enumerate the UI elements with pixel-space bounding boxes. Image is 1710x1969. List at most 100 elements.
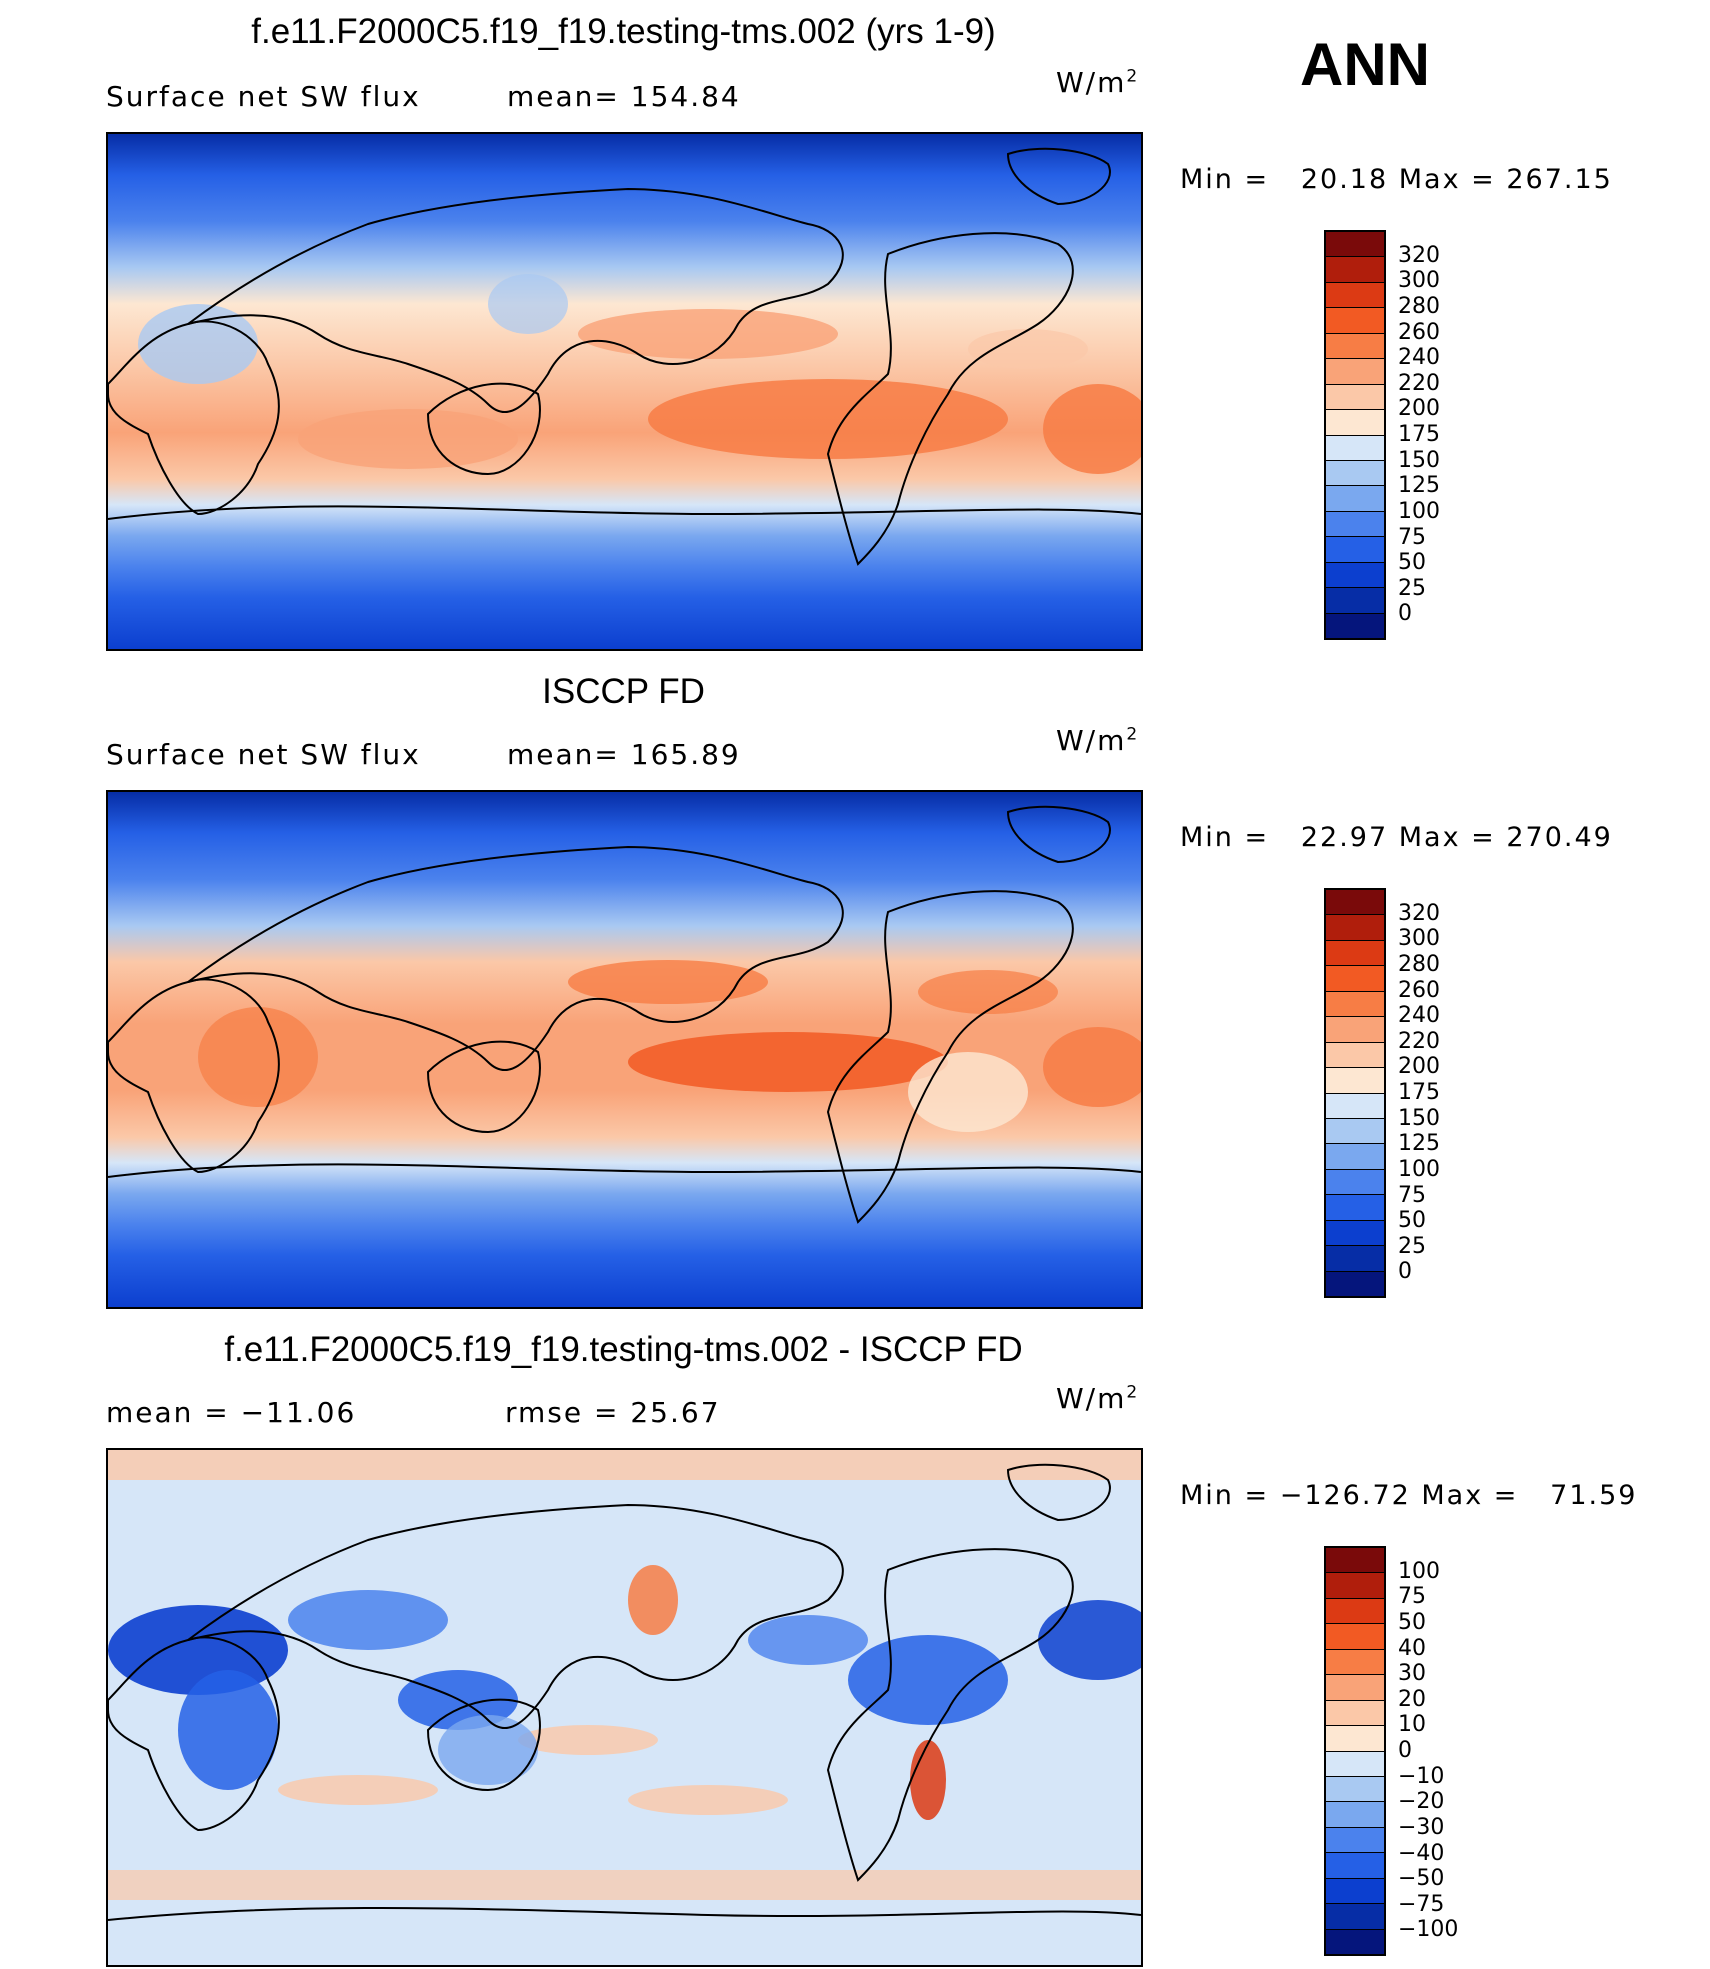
colorbar-swatch [1326, 1852, 1384, 1878]
colorbar-tick-label: 100 [1398, 1558, 1440, 1584]
colorbar-swatch [1326, 1270, 1384, 1296]
colorbar-tick-label: 175 [1398, 1080, 1440, 1105]
colorbar-tick-label: 300 [1398, 268, 1440, 294]
colorbar-swatch [1326, 1219, 1384, 1246]
colorbar-swatch [1326, 1699, 1384, 1726]
colorbar-swatch [1326, 1245, 1384, 1271]
colorbar-tick-label: 175 [1398, 422, 1440, 447]
season-label: ANN [1300, 31, 1430, 98]
colorbar-swatch [1326, 1877, 1384, 1904]
colorbar-swatch [1326, 281, 1384, 308]
colorbar-tick-label: 0 [1398, 1738, 1412, 1763]
colorbar-swatch [1326, 536, 1384, 562]
colorbar-swatch [1326, 914, 1384, 940]
colorbar-swatch [1326, 1801, 1384, 1827]
colorbar-swatch [1326, 1143, 1384, 1169]
panel1-minmax: Min = 20.18 Max = 267.15 [1180, 164, 1613, 195]
panel2-units: W/m2 [1056, 724, 1138, 757]
colorbar-tick-label: 10 [1398, 1712, 1426, 1738]
colorbar-swatch [1326, 1826, 1384, 1853]
colorbar-swatch [1326, 1623, 1384, 1649]
colorbar-tick-label: 0 [1398, 601, 1412, 627]
colorbar-tick-label: 20 [1398, 1686, 1426, 1712]
panel2-colorbar-labels: 320 300 280 260 240 220 200 175 150 125 100 75 50 25 0 [1398, 888, 1478, 1298]
panel3-colorbar-labels: 100 75 50 40 30 20 10 0 −10 −20 −30 −40 −50 −75 −100 [1398, 1546, 1478, 1956]
panel2-center-label: mean= 165.89 [507, 738, 741, 771]
colorbar-tick-label: 40 [1398, 1635, 1426, 1661]
colorbar-swatch [1326, 1548, 1384, 1573]
colorbar-tick-label: −75 [1398, 1891, 1445, 1917]
colorbar-swatch [1326, 612, 1384, 638]
colorbar-tick-label: 280 [1398, 951, 1440, 977]
panel3-colorbar [1324, 1546, 1386, 1956]
colorbar-tick-label: 150 [1398, 1105, 1440, 1131]
colorbar-tick-label: 240 [1398, 345, 1440, 371]
colorbar-swatch [1326, 965, 1384, 991]
colorbar-swatch [1326, 1092, 1384, 1118]
colorbar-swatch [1326, 1775, 1384, 1802]
colorbar-tick-label: 100 [1398, 498, 1440, 524]
colorbar-swatch [1326, 409, 1384, 435]
colorbar-swatch [1326, 1648, 1384, 1675]
colorbar-tick-label: 220 [1398, 370, 1440, 396]
panel3-title: f.e11.F2000C5.f19_f19.testing-tms.002 - … [224, 1330, 1023, 1369]
panel2-map [106, 790, 1143, 1309]
colorbar-tick-label: 320 [1398, 242, 1440, 268]
colorbar-swatch [1326, 939, 1384, 966]
colorbar-swatch [1326, 332, 1384, 359]
panel2-left-label: Surface net SW flux [106, 738, 421, 771]
colorbar-swatch [1326, 890, 1384, 915]
colorbar-tick-label: 125 [1398, 1131, 1440, 1157]
colorbar-tick-label: 200 [1398, 396, 1440, 422]
colorbar-tick-label: 50 [1398, 1609, 1426, 1635]
colorbar-swatch [1326, 1168, 1384, 1195]
colorbar-tick-label: 0 [1398, 1259, 1412, 1285]
colorbar-tick-label: 220 [1398, 1028, 1440, 1054]
colorbar-swatch [1326, 1041, 1384, 1068]
panel1-center-label: mean= 154.84 [507, 80, 741, 113]
colorbar-swatch [1326, 1194, 1384, 1220]
colorbar-tick-label: 75 [1398, 1584, 1426, 1610]
colorbar-swatch [1326, 256, 1384, 282]
colorbar-tick-label: 260 [1398, 319, 1440, 345]
colorbar-tick-label: 260 [1398, 977, 1440, 1003]
colorbar-swatch [1326, 1597, 1384, 1624]
panel1-title: f.e11.F2000C5.f19_f19.testing-tms.002 (y… [251, 12, 996, 51]
colorbar-tick-label: −10 [1398, 1763, 1445, 1789]
colorbar-tick-label: 300 [1398, 926, 1440, 952]
panel3-left-label: mean = −11.06 [106, 1396, 357, 1429]
colorbar-tick-label: −100 [1398, 1917, 1459, 1943]
colorbar-swatch [1326, 1725, 1384, 1751]
colorbar-swatch [1326, 383, 1384, 410]
panel1-colorbar [1324, 230, 1386, 640]
colorbar-swatch [1326, 510, 1384, 537]
colorbar-tick-label: 240 [1398, 1003, 1440, 1029]
panel1-units: W/m2 [1056, 66, 1138, 99]
colorbar-tick-label: 150 [1398, 447, 1440, 473]
panel3-units: W/m2 [1056, 1382, 1138, 1415]
panel2-colorbar [1324, 888, 1386, 1298]
panel1-colorbar-labels: 320 300 280 260 240 220 200 175 150 125 100 75 50 25 0 [1398, 230, 1478, 640]
colorbar-swatch [1326, 1750, 1384, 1776]
colorbar-tick-label: −20 [1398, 1789, 1445, 1815]
colorbar-tick-label: 25 [1398, 575, 1426, 601]
colorbar-swatch [1326, 459, 1384, 486]
panel2-title: ISCCP FD [542, 672, 705, 711]
colorbar-tick-label: 100 [1398, 1156, 1440, 1182]
colorbar-tick-label: 30 [1398, 1661, 1426, 1687]
colorbar-tick-label: 320 [1398, 900, 1440, 926]
panel3-minmax: Min = −126.72 Max = 71.59 [1180, 1480, 1638, 1511]
panel3-map [106, 1448, 1143, 1967]
colorbar-tick-label: −30 [1398, 1814, 1445, 1840]
panel3-center-label: rmse = 25.67 [505, 1396, 721, 1429]
colorbar-swatch [1326, 1117, 1384, 1144]
colorbar-swatch [1326, 561, 1384, 588]
colorbar-swatch [1326, 1903, 1384, 1929]
colorbar-swatch [1326, 232, 1384, 257]
colorbar-tick-label: 75 [1398, 524, 1426, 550]
colorbar-swatch [1326, 485, 1384, 511]
colorbar-swatch [1326, 990, 1384, 1017]
colorbar-tick-label: 75 [1398, 1182, 1426, 1208]
colorbar-swatch [1326, 358, 1384, 384]
colorbar-swatch [1326, 434, 1384, 460]
